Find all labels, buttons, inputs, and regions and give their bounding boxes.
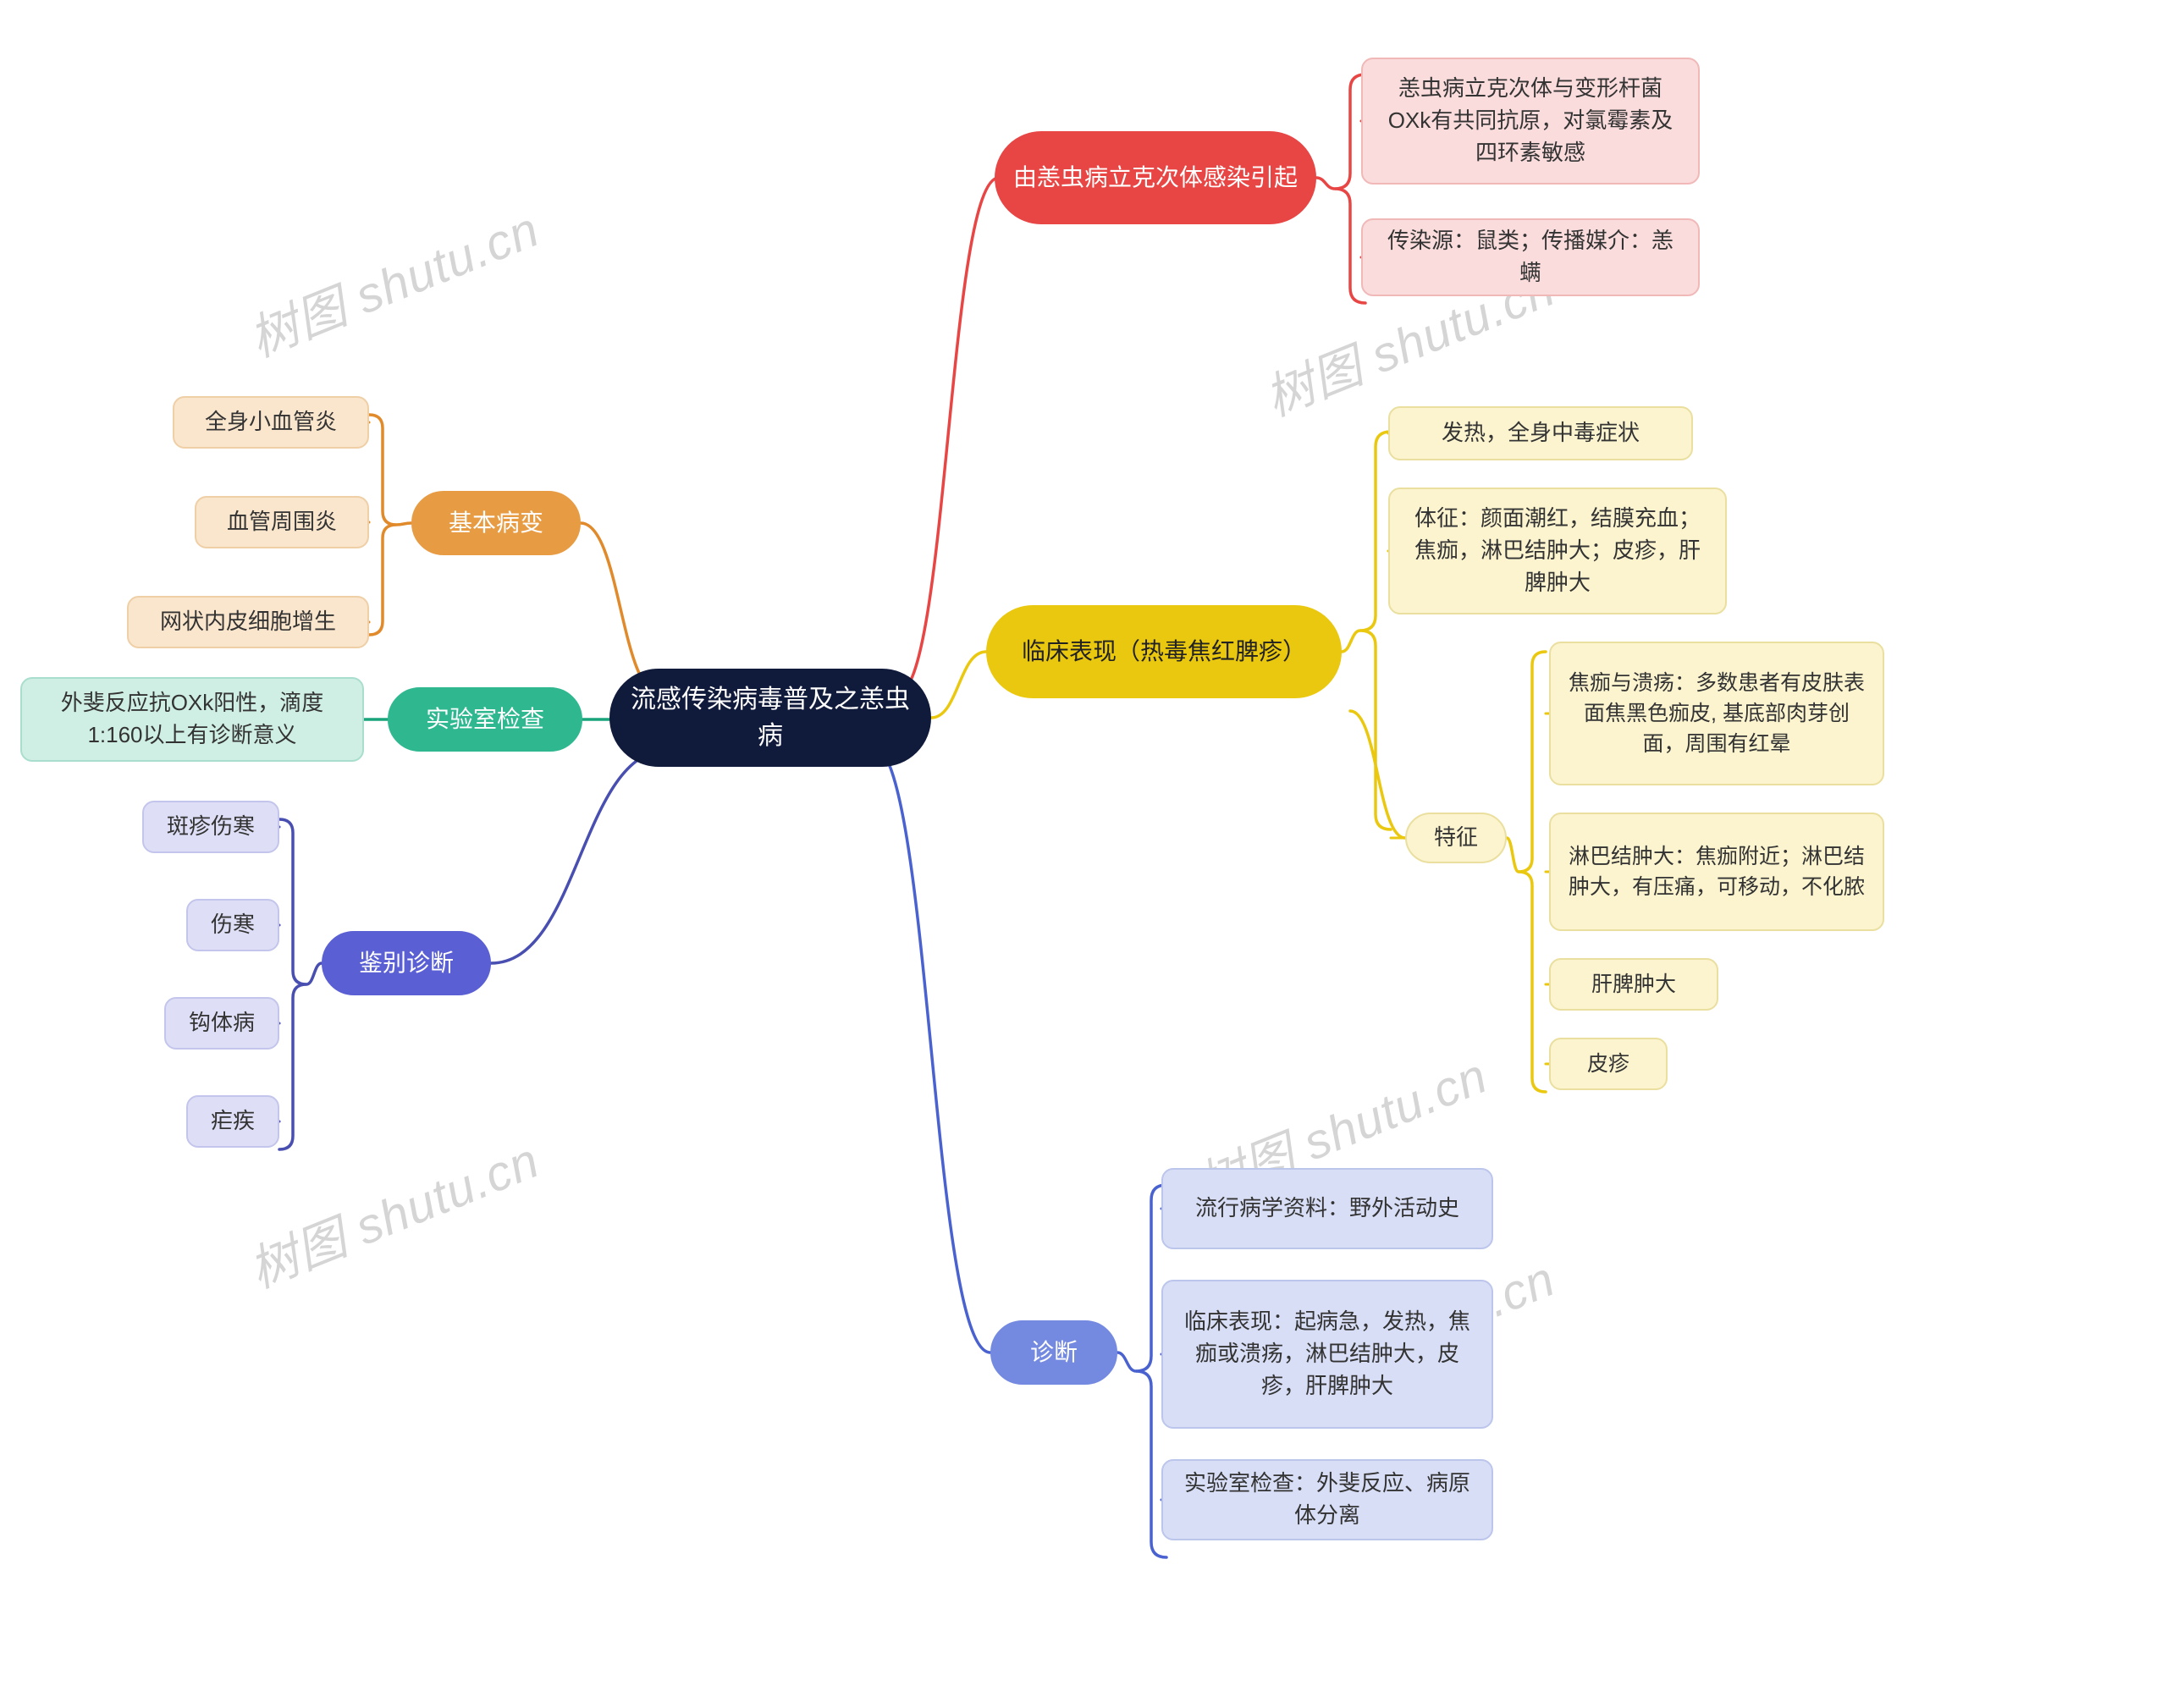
b6: 鉴别诊断 (322, 931, 491, 995)
b2c3b: 淋巴结肿大：焦痂附近；淋巴结肿大，有压痛，可移动，不化脓 (1549, 813, 1884, 931)
watermark-0: 树图 shutu.cn (237, 190, 548, 371)
mindmap-stage: { "canvas": { "width": 2560, "height": 2… (0, 0, 2167, 1708)
b1: 由恙虫病立克次体感染引起 (995, 131, 1316, 224)
b3: 诊断 (990, 1320, 1117, 1385)
b4c2: 血管周围炎 (195, 496, 369, 548)
b6c3: 钩体病 (164, 997, 279, 1050)
b6c1: 斑疹伤寒 (142, 801, 279, 853)
watermark-2: 树图 shutu.cn (237, 1121, 548, 1302)
b2c3c: 肝脾肿大 (1549, 958, 1718, 1011)
b6c4: 疟疾 (186, 1095, 279, 1148)
b2c2: 体征：颜面潮红，结膜充血；焦痂，淋巴结肿大；皮疹，肝脾肿大 (1388, 488, 1727, 614)
b1c2: 传染源：鼠类；传播媒介：恙螨 (1361, 218, 1700, 296)
b5: 实验室检查 (388, 687, 582, 752)
b2c3a: 焦痂与溃疡：多数患者有皮肤表面焦黑色痂皮, 基底部肉芽创面，周围有红晕 (1549, 642, 1884, 785)
b2c3: 特征 (1405, 813, 1507, 863)
b2c1: 发热，全身中毒症状 (1388, 406, 1693, 460)
b2c3d: 皮疹 (1549, 1038, 1668, 1090)
b4: 基本病变 (411, 491, 581, 555)
b1c1: 恙虫病立克次体与变形杆菌OXk有共同抗原，对氯霉素及四环素敏感 (1361, 58, 1700, 185)
b4c3: 网状内皮细胞增生 (127, 596, 369, 648)
b2: 临床表现（热毒焦红脾疹） (986, 605, 1342, 698)
b6c2: 伤寒 (186, 899, 279, 951)
b3c2: 临床表现：起病急，发热，焦痂或溃疡，淋巴结肿大，皮疹，肝脾肿大 (1161, 1280, 1493, 1429)
b5c1: 外斐反应抗OXk阳性，滴度1:160以上有诊断意义 (20, 677, 364, 762)
b3c3: 实验室检查：外斐反应、病原体分离 (1161, 1459, 1493, 1540)
b4c1: 全身小血管炎 (173, 396, 369, 449)
b3c1: 流行病学资料：野外活动史 (1161, 1168, 1493, 1249)
root: 流感传染病毒普及之恙虫病 (609, 669, 931, 767)
